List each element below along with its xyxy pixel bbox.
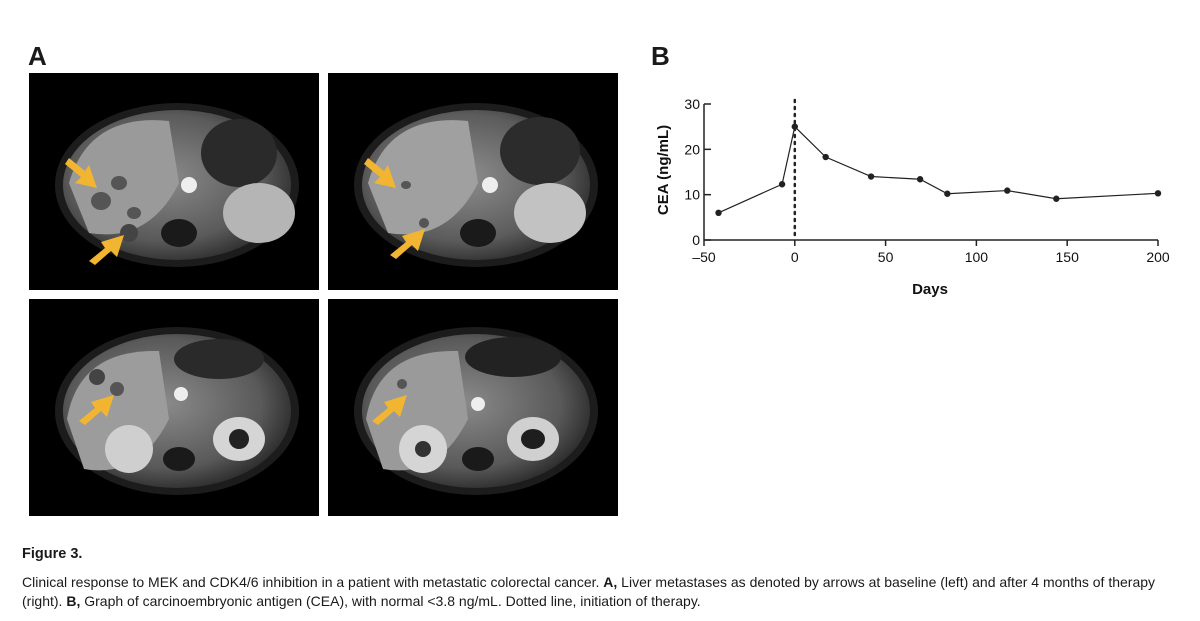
- caption-intro: Clinical response to MEK and CDK4/6 inhi…: [22, 574, 604, 590]
- x-tick-label: 150: [1056, 249, 1080, 265]
- liver-mri-baseline-upper: [29, 73, 319, 290]
- y-tick-label: 0: [692, 232, 700, 248]
- data-point: [916, 176, 924, 183]
- x-tick-label: 50: [878, 249, 894, 265]
- arrow-icon: [79, 395, 114, 425]
- x-axis: –50 0 50 100 150 200: [692, 239, 1170, 265]
- caption-a-text: Liver metastases as denoted by arrows at…: [22, 574, 1156, 609]
- y-tick-label: 30: [684, 96, 700, 112]
- cea-series: [715, 123, 1162, 216]
- data-point: [715, 209, 722, 216]
- data-point: [791, 123, 798, 130]
- y-tick-label: 10: [684, 187, 700, 203]
- data-point: [778, 181, 786, 188]
- liver-mri-after-therapy-upper: [328, 73, 618, 290]
- arrow-icon: [364, 158, 396, 188]
- data-point: [867, 173, 875, 180]
- caption-a-ref: A,: [603, 574, 618, 590]
- x-tick-label: 200: [1146, 249, 1170, 265]
- data-point: [822, 153, 829, 161]
- caption-text: Clinical response to MEK and CDK4/6 inhi…: [22, 573, 1187, 611]
- data-point: [944, 190, 951, 197]
- x-tick-label: –50: [692, 249, 716, 265]
- arrow-icon: [390, 229, 425, 259]
- arrow-icon: [65, 158, 97, 188]
- panel-b-label: B: [651, 41, 670, 71]
- arrow-icon: [372, 395, 407, 425]
- series-line: [718, 125, 1159, 214]
- x-tick-label: 100: [965, 249, 989, 265]
- liver-mri-after-therapy-lower: [328, 299, 618, 516]
- y-axis: 0 10 20 30: [684, 96, 711, 248]
- figure-caption: Figure 3. Clinical response to MEK and C…: [22, 545, 1187, 611]
- y-axis-title: CEA (ng/mL): [655, 125, 672, 215]
- panel-a-label: A: [28, 41, 47, 71]
- data-point: [1004, 187, 1011, 194]
- data-point: [1154, 190, 1162, 197]
- x-axis-title: Days: [912, 281, 948, 298]
- data-point: [1053, 195, 1060, 202]
- y-tick-label: 20: [684, 141, 700, 157]
- caption-b-ref: B,: [66, 593, 81, 609]
- caption-b-text: Graph of carcinoembryonic antigen (CEA),…: [80, 593, 701, 609]
- liver-mri-baseline-lower: [29, 299, 319, 516]
- figure-label: Figure 3.: [22, 546, 83, 562]
- arrow-icon: [89, 235, 124, 265]
- x-tick-label: 0: [791, 249, 799, 265]
